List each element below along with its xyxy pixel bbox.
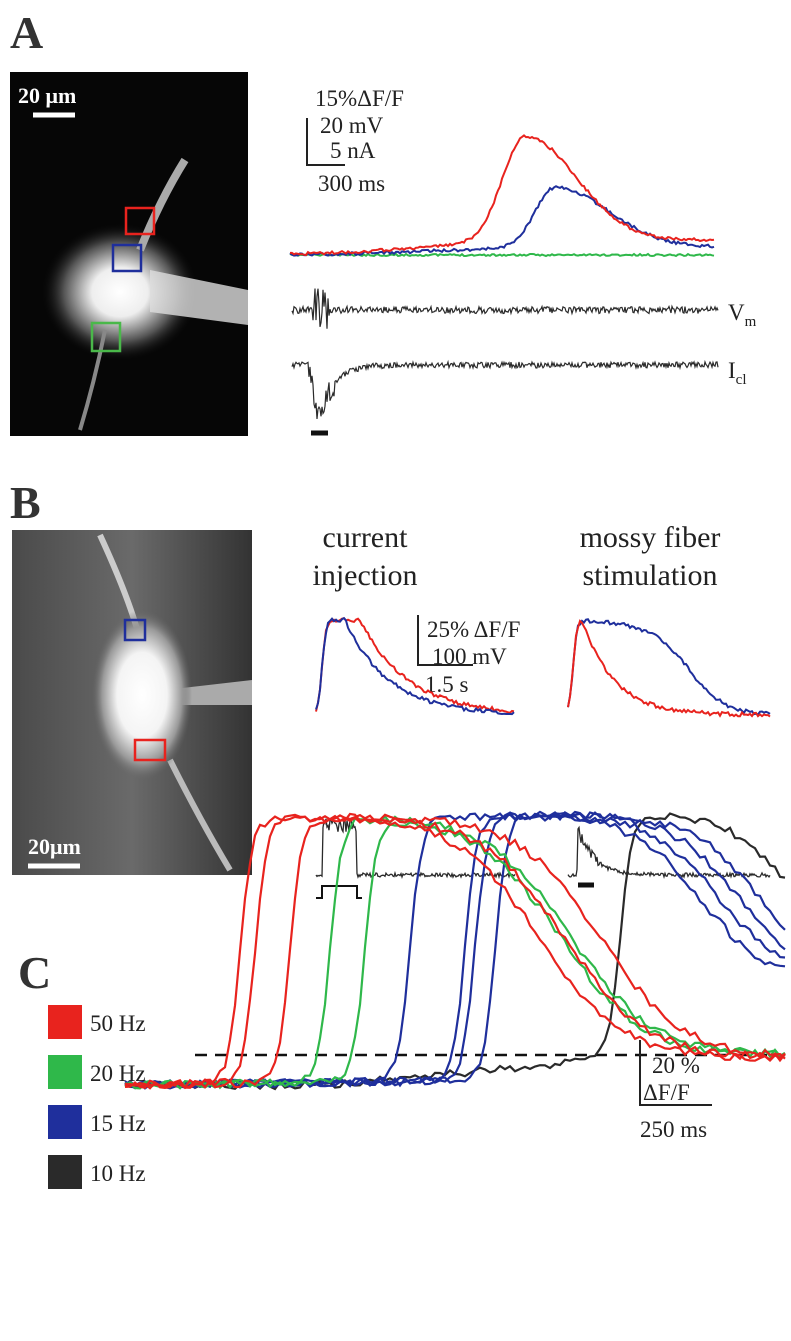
scale-bar xyxy=(306,118,345,166)
trace xyxy=(567,825,771,880)
scale-label: 25% ΔF/F xyxy=(427,617,520,642)
trace xyxy=(124,812,786,1090)
legend-swatch xyxy=(48,1105,82,1139)
dendrite xyxy=(167,758,233,872)
panel-label: C xyxy=(18,947,51,998)
scale-label: 20 mV xyxy=(320,113,384,138)
scale-bar xyxy=(639,1040,712,1106)
legend-label: 10 Hz xyxy=(90,1161,146,1186)
pipette xyxy=(150,270,248,325)
dendrite xyxy=(78,329,107,431)
scale-label: 5 nA xyxy=(330,138,376,163)
stim-protocol xyxy=(316,885,362,899)
trace xyxy=(291,359,719,420)
roi-box xyxy=(111,243,143,273)
trace xyxy=(290,134,715,257)
roi-box xyxy=(133,738,167,762)
scale-label: 100 mV xyxy=(432,644,507,669)
scale-label: 300 ms xyxy=(318,171,385,196)
dendrite xyxy=(136,157,189,252)
roi-box xyxy=(90,321,122,353)
legend-label: 50 Hz xyxy=(90,1011,146,1036)
legend-swatch xyxy=(48,1155,82,1189)
trace xyxy=(315,617,515,714)
trace xyxy=(124,815,786,1090)
roi-box xyxy=(124,206,156,236)
trace xyxy=(289,185,715,257)
cell-glow xyxy=(92,610,192,780)
legend-swatch xyxy=(48,1005,82,1039)
trace-label: Vm xyxy=(728,300,757,330)
trace-label-main: I xyxy=(728,358,736,383)
trace xyxy=(291,288,719,329)
trace xyxy=(124,813,786,1090)
scale-label: 20μm xyxy=(28,834,81,859)
trace-label-main: V xyxy=(728,300,745,325)
trace-label-sub: cl xyxy=(736,372,747,388)
column-title: current xyxy=(323,521,409,554)
scale-label: 20 % xyxy=(652,1053,700,1078)
trace xyxy=(289,252,715,258)
legend-label: 20 Hz xyxy=(90,1061,146,1086)
scale-label: 250 ms xyxy=(640,1117,707,1142)
scale-label: 20 μm xyxy=(18,83,76,108)
column-title: injection xyxy=(313,559,418,592)
trace-label: Icl xyxy=(728,358,747,388)
panel-label: A xyxy=(10,7,43,58)
trace xyxy=(315,616,515,716)
legend-swatch xyxy=(48,1055,82,1089)
scale-label: ΔF/F xyxy=(643,1080,690,1105)
column-title: mossy fiber xyxy=(580,521,721,554)
scale-bar xyxy=(417,615,473,666)
cell-glow xyxy=(40,222,200,362)
trace xyxy=(567,618,771,716)
column-title: stimulation xyxy=(583,559,718,592)
panel-label: B xyxy=(10,477,41,528)
scale-label: 15%ΔF/F xyxy=(315,86,404,111)
trace-label-sub: m xyxy=(745,314,757,330)
legend-label: 15 Hz xyxy=(90,1111,146,1136)
trace xyxy=(567,619,771,718)
roi-box xyxy=(123,618,147,642)
trace xyxy=(124,811,786,1090)
